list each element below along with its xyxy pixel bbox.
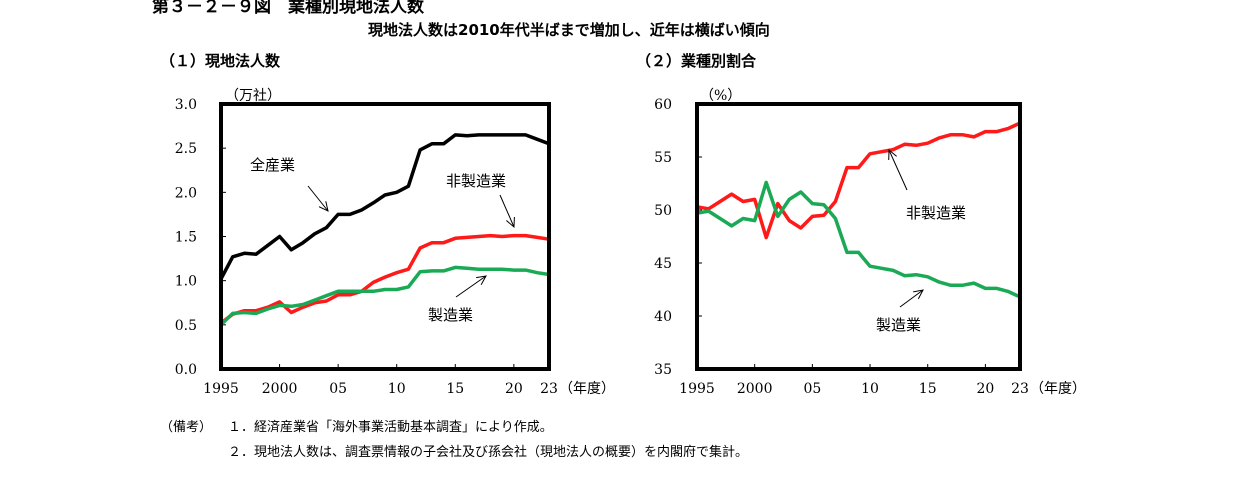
x-tick-label: 1995: [203, 381, 239, 397]
y-tick-label: 0.5: [175, 318, 197, 334]
annotation-arrow-shaft: [899, 289, 924, 308]
y-tick-label: 50: [654, 203, 672, 219]
series-line-manufacturing: [219, 265, 551, 327]
x-tick-label: 05: [803, 381, 821, 397]
x-axis-label: （年度）: [559, 381, 615, 397]
x-tick-label: 15: [446, 381, 464, 397]
annotation-label: 非製造業: [906, 204, 966, 222]
x-tick-label: 2000: [737, 381, 773, 397]
panel1-title: （１）現地法人数: [160, 52, 281, 70]
y-tick-label: 35: [654, 362, 672, 378]
annotation-arrow-shaft: [499, 194, 515, 228]
x-tick-label: 20: [976, 381, 994, 397]
annotation-arrow-head: [888, 148, 897, 161]
figure-title: 第３－２－９図 業種別現地法人数: [152, 0, 424, 17]
y-tick-label: 60: [654, 97, 672, 113]
x-axis-label: （年度）: [1030, 381, 1086, 397]
y-axis-label: （%）: [700, 88, 741, 104]
y-tick-label: 1.0: [175, 274, 197, 290]
x-tick-label: 10: [388, 381, 406, 397]
annotation-label: 製造業: [876, 316, 921, 334]
x-tick-label: 1995: [679, 381, 715, 397]
figure-subtitle: 現地法人数は2010年代半ばまで増加し、近年は横ばい傾向: [368, 21, 770, 39]
plot-frame: [219, 102, 551, 371]
annotation-arrow-shaft: [455, 275, 487, 298]
x-tick-label: 15: [919, 381, 937, 397]
panel2-title: （２）業種別割合: [636, 52, 757, 70]
x-tick-label: 23: [540, 381, 558, 397]
x-tick-label: 2000: [262, 381, 298, 397]
annotation-arrow-head: [318, 201, 329, 212]
notes-heading: （備考）: [160, 420, 213, 435]
annotation-arrow-head: [506, 216, 515, 229]
y-tick-label: 3.0: [175, 97, 197, 113]
y-tick-label: 55: [654, 150, 672, 166]
series-line-total: [219, 133, 551, 281]
note-item-1: １．経済産業省「海外事業活動基本調査」により作成。: [228, 420, 553, 435]
y-tick-label: 2.0: [175, 185, 197, 201]
annotation-arrow-head: [476, 275, 487, 285]
y-tick-label: 0.0: [175, 362, 197, 378]
x-tick-label: 10: [861, 381, 879, 397]
annotation-label: 非製造業: [446, 172, 506, 190]
annotation-arrow-shaft: [307, 185, 329, 212]
y-axis-label: （万社）: [225, 88, 281, 104]
series-line-manufacturing: [695, 180, 1022, 299]
y-tick-label: 1.5: [175, 230, 197, 246]
x-tick-label: 20: [505, 381, 523, 397]
plot-frame: [695, 102, 1022, 371]
annotation-arrow-head: [913, 289, 924, 300]
y-tick-label: 2.5: [175, 141, 197, 157]
series-line-non_manufacturing: [219, 233, 551, 325]
annotation-label: 製造業: [428, 306, 473, 324]
y-tick-label: 40: [654, 309, 672, 325]
x-tick-label: 23: [1011, 381, 1029, 397]
note-item-2: ２．現地法人数は、調査票情報の子会社及び孫会社（現地法人の概要）を内閣府で集計。: [228, 445, 749, 460]
x-tick-label: 05: [329, 381, 347, 397]
y-tick-label: 45: [654, 256, 672, 272]
annotation-arrow-shaft: [888, 149, 908, 191]
series-line-non_manufacturing: [695, 121, 1022, 240]
annotation-label: 全産業: [250, 156, 295, 174]
